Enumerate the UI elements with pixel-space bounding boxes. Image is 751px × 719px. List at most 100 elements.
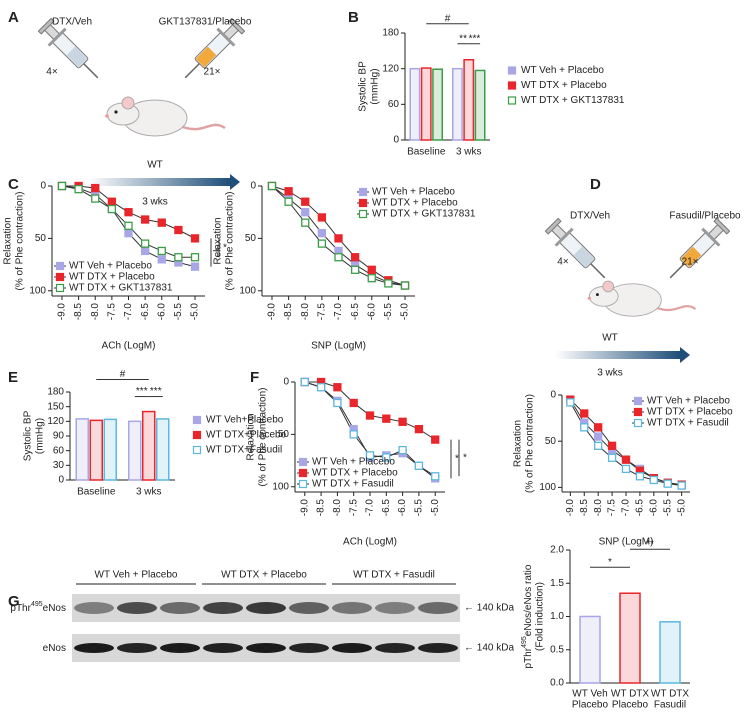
x-tick-label: -7.0 — [123, 303, 134, 321]
marker — [607, 453, 617, 462]
arrow-head — [680, 347, 690, 363]
x-tick-label: 3 wks — [456, 147, 482, 158]
bar — [432, 68, 443, 141]
marker — [334, 234, 343, 243]
marker — [635, 472, 645, 481]
blot-group-label: WT DTX + Fasudil — [353, 570, 435, 581]
marker — [157, 218, 166, 227]
blot-row-label: pThr495eNos — [10, 601, 66, 613]
marker — [414, 461, 424, 470]
marker — [317, 239, 327, 248]
significance-label: *** — [469, 33, 481, 44]
y-tick-label: 50 — [278, 429, 290, 440]
marker — [333, 398, 342, 408]
x-tick-label: -7.0 — [365, 499, 376, 517]
x-tick-label: -5.5 — [173, 303, 184, 321]
plunger-cap — [544, 217, 562, 235]
marker — [174, 253, 183, 262]
right-dose: 21× — [204, 67, 221, 78]
marker — [594, 432, 603, 441]
band — [289, 602, 329, 614]
y-tick-label: 180 — [47, 387, 64, 398]
x-tick-label: -5.0 — [190, 303, 201, 321]
marker — [349, 398, 358, 408]
left-dose: 4× — [46, 67, 58, 78]
marker — [317, 228, 327, 238]
y-tick-label: 0 — [393, 135, 399, 146]
blot-row-label-part: eNos — [43, 603, 66, 614]
x-tick-label: WT Veh — [572, 689, 607, 700]
blot-size: ← 140 kDa — [464, 643, 514, 654]
y-tick-label: 0 — [550, 390, 556, 401]
x-tick-label: -6.5 — [350, 303, 361, 321]
y-tick-label: 90 — [53, 431, 65, 442]
marker — [365, 451, 375, 460]
x-tick-label: -5.0 — [400, 303, 411, 321]
duration: 3 wks — [142, 197, 168, 208]
liquid — [195, 46, 217, 68]
mouse — [105, 96, 226, 137]
arrow-head — [230, 174, 240, 190]
y-axis-label: (Fold induction) — [535, 582, 546, 651]
syringe — [544, 217, 606, 279]
blot-size: ← 140 kDa — [464, 603, 514, 614]
syringe — [669, 217, 731, 279]
marker — [350, 253, 360, 262]
x-tick-label: -8.5 — [73, 303, 84, 321]
y-tick-label: 100 — [539, 482, 556, 493]
marker — [400, 281, 410, 290]
marker — [382, 414, 391, 423]
needle — [669, 263, 685, 279]
marker — [607, 441, 617, 450]
significance-label: * — [215, 247, 219, 258]
marker — [431, 435, 440, 444]
significance-label: * — [608, 557, 612, 568]
marker — [649, 475, 658, 485]
marker — [107, 197, 117, 206]
legend-marker — [192, 445, 202, 455]
panel-letter: G — [8, 593, 20, 610]
right-treatment: Fasudil/Placebo — [669, 211, 741, 222]
x-tick-label: -8.0 — [332, 499, 343, 517]
x-tick-label: -9.0 — [299, 499, 310, 517]
legend-marker — [55, 272, 65, 282]
marker — [190, 262, 200, 271]
marker — [157, 255, 166, 264]
y-tick-label: 0 — [58, 475, 64, 486]
marker — [317, 213, 327, 222]
marker — [398, 417, 407, 426]
x-tick-label: -6.5 — [140, 303, 151, 321]
liquid — [66, 46, 88, 68]
bar — [463, 59, 475, 141]
legend-label: WT DTX + Placebo — [521, 80, 607, 91]
legend-label: WT DTX+Placebo — [206, 430, 287, 441]
marker — [91, 194, 100, 203]
significance-label: # — [120, 369, 126, 380]
y-axis-label: (mmHg) — [370, 68, 381, 104]
marker — [365, 411, 375, 420]
marker — [566, 398, 575, 407]
y-axis-label: (% of Phe contraction) — [225, 192, 236, 291]
x-tick-label: -8.5 — [283, 303, 294, 321]
plunger-cap — [228, 17, 246, 35]
bar — [619, 592, 641, 684]
legend-marker — [358, 187, 368, 197]
marker — [594, 423, 603, 432]
marker — [367, 274, 376, 283]
x-tick-label: -7.0 — [621, 499, 632, 517]
marker — [301, 197, 310, 206]
y-axis-label: Relaxation — [513, 420, 524, 467]
nose — [587, 296, 591, 300]
significance-label: *** — [150, 386, 162, 397]
x-tick-label: -8.5 — [579, 499, 590, 517]
band — [117, 643, 157, 653]
panel-letter: A — [8, 9, 19, 26]
x-tick-label: -8.0 — [593, 499, 604, 517]
x-tick-label: -9.0 — [565, 499, 576, 517]
marker — [621, 455, 631, 464]
left-dose: 4× — [557, 257, 569, 268]
y-tick-label: 0.0 — [550, 678, 564, 689]
x-tick-label: -7.5 — [107, 303, 118, 321]
bar — [156, 418, 170, 481]
